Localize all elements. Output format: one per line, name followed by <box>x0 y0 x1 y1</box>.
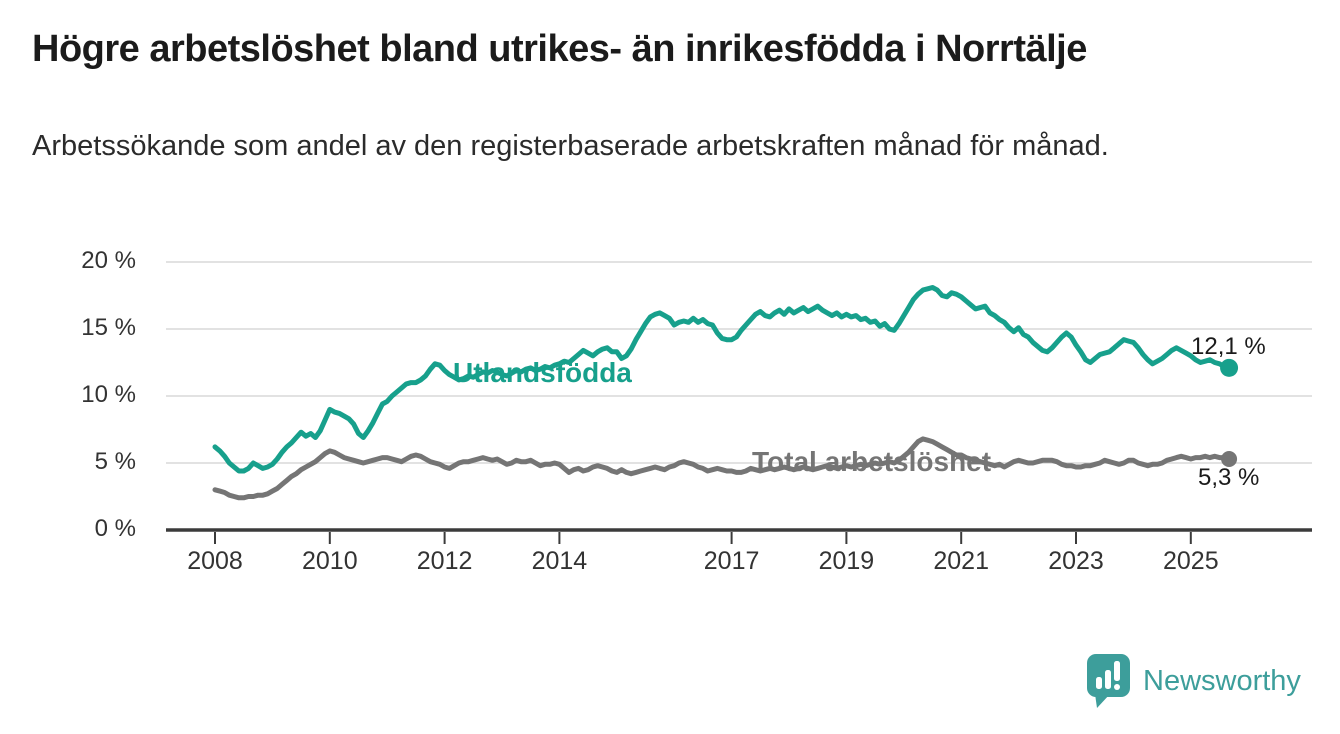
chart-subtitle: Arbetssökande som andel av den registerb… <box>32 130 1109 162</box>
series-label-total-arbetsloshet: Total arbetslöshet <box>752 446 992 477</box>
x-axis-label: 2014 <box>531 547 588 575</box>
utlandsfodda-end-dot <box>1220 358 1239 377</box>
utlandsfodda-line <box>212 285 1232 474</box>
y-axis-label: 0 % <box>94 515 136 542</box>
y-axis-label: 20 % <box>81 247 136 274</box>
end-value-label-utlandsfodda: 12,1 % <box>1191 333 1266 360</box>
page-title: Högre arbetslöshet bland utrikes- än inr… <box>32 28 1087 70</box>
x-axis-label: 2017 <box>703 547 760 575</box>
end-value-label-total-arbetsloshet: 5,3 % <box>1198 464 1260 491</box>
series-label-utlandsfodda: Utlandsfödda <box>453 357 632 388</box>
x-axis-label: 2008 <box>187 547 243 575</box>
y-axis-label: 10 % <box>81 381 136 408</box>
x-axis-label: 2010 <box>301 547 358 575</box>
x-axis-label: 2025 <box>1162 547 1219 575</box>
x-axis-label: 2023 <box>1048 547 1104 575</box>
y-axis-label: 5 % <box>94 448 136 475</box>
x-axis-label: 2012 <box>416 547 473 575</box>
total-arbetsloshet-end-dot <box>1221 450 1238 467</box>
newsworthy-logo-text: Newsworthy <box>1143 664 1301 697</box>
x-axis-label: 2019 <box>818 547 875 575</box>
x-axis-label: 2021 <box>933 547 989 575</box>
total-arbetsloshet-line <box>212 436 1232 501</box>
newsworthy-logo-icon <box>1087 654 1130 708</box>
y-axis-label: 15 % <box>81 314 136 341</box>
newsworthy-branding: Newsworthy <box>1086 653 1301 709</box>
